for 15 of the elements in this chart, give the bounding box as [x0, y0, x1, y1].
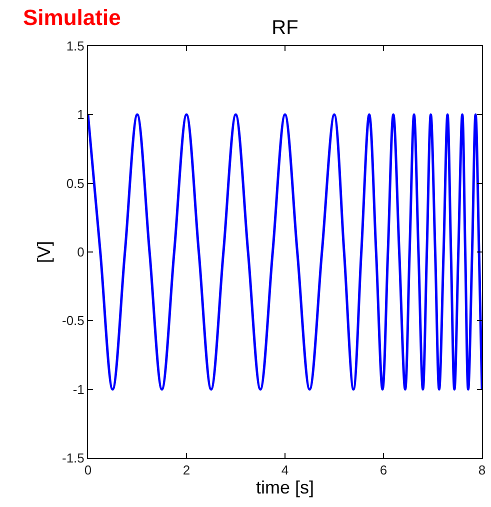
x-axis-title: time [s]: [256, 478, 314, 498]
text: Simulatie: [23, 5, 121, 30]
y-tick-label: 1: [77, 107, 84, 122]
x-tick-label: 4: [281, 462, 289, 478]
x-tick-label: 6: [380, 462, 388, 478]
y-tick-label: 0.5: [66, 176, 84, 191]
x-tick-label: 8: [478, 462, 486, 478]
y-tick-label: -1.5: [62, 450, 84, 466]
y-tick-label: -1: [72, 382, 84, 397]
y-tick-label: 1.5: [66, 38, 84, 54]
y-tick-label: 0: [77, 244, 84, 260]
chart-title: RF: [272, 17, 298, 39]
x-tick-label: 2: [182, 462, 190, 478]
y-axis-title: [V]: [34, 240, 54, 264]
y-tick-label: -0.5: [62, 313, 84, 328]
